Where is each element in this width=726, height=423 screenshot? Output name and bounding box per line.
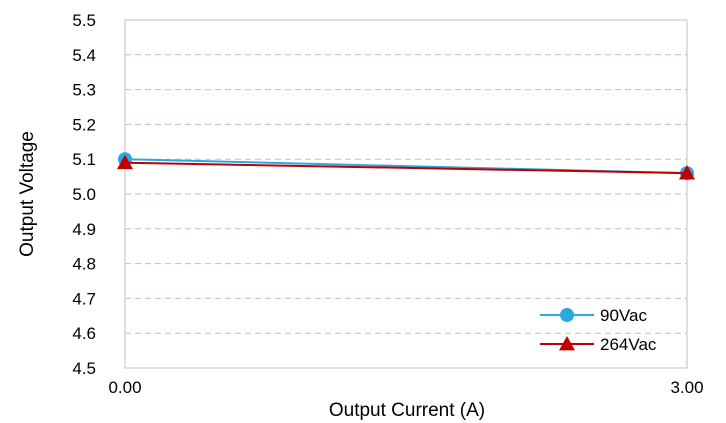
data-series <box>117 152 695 181</box>
gridlines <box>125 54 687 334</box>
x-axis-title: Output Current (A) <box>329 400 485 421</box>
y-tick-label: 5.5 <box>72 11 96 30</box>
plot-area-frame <box>124 19 688 369</box>
y-tick-label: 4.5 <box>72 359 96 378</box>
y-tick-label: 4.7 <box>72 289 96 308</box>
x-tick-label: 0.00 <box>108 378 141 397</box>
y-tick-label: 4.8 <box>72 255 96 274</box>
axes <box>124 19 688 369</box>
y-tick-label: 4.6 <box>72 324 96 343</box>
legend-marker <box>559 336 575 351</box>
x-tick-label: 3.00 <box>670 378 703 397</box>
series-90Vac <box>118 152 694 181</box>
legend-item: 90Vac <box>540 306 647 325</box>
legend-marker <box>560 308 574 322</box>
y-tick-label: 5.0 <box>72 185 96 204</box>
y-tick-label: 4.9 <box>72 220 96 239</box>
legend-label: 90Vac <box>600 306 647 325</box>
y-tick-label: 5.3 <box>72 81 96 100</box>
legend-label: 264Vac <box>600 335 657 354</box>
y-tick-label: 5.2 <box>72 115 96 134</box>
legend-item: 264Vac <box>540 335 657 354</box>
x-tick-labels: 0.00 3.00 <box>108 378 703 397</box>
data-point-264Vac <box>117 154 133 170</box>
y-axis-title: Output Voltage <box>17 131 38 257</box>
series-line-264Vac <box>124 161 688 175</box>
data-point-264Vac <box>679 165 695 180</box>
legend: 90Vac 264Vac <box>540 306 657 354</box>
y-tick-label: 5.4 <box>72 46 96 65</box>
y-tick-label: 5.1 <box>72 150 96 169</box>
y-tick-labels: 4.5 4.6 4.7 4.8 4.9 5.0 5.1 5.2 5.3 5.4 5.5 <box>72 11 96 378</box>
series-264Vac <box>117 154 695 180</box>
